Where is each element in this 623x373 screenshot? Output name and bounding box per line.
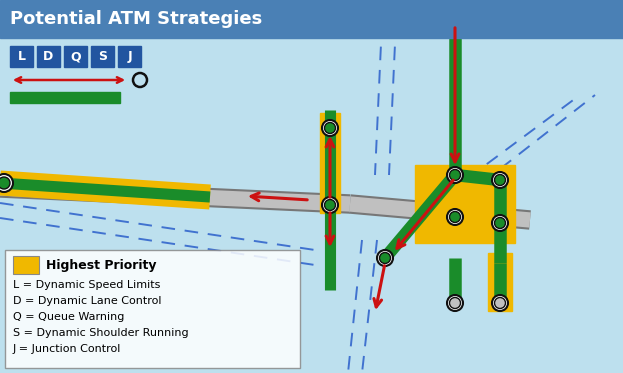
Circle shape xyxy=(447,167,463,183)
Text: L = Dynamic Speed Limits: L = Dynamic Speed Limits xyxy=(13,280,160,290)
Bar xyxy=(415,165,515,243)
Bar xyxy=(10,46,33,67)
Circle shape xyxy=(0,174,13,192)
Text: Highest Priority: Highest Priority xyxy=(46,258,156,272)
Circle shape xyxy=(322,120,338,136)
Bar xyxy=(320,113,340,213)
Bar xyxy=(118,46,141,67)
Bar xyxy=(10,92,120,103)
Circle shape xyxy=(492,215,508,231)
Bar xyxy=(0,0,623,38)
Circle shape xyxy=(325,122,336,134)
Circle shape xyxy=(495,175,505,185)
Text: Q: Q xyxy=(70,50,81,63)
Text: D: D xyxy=(44,50,54,63)
Bar xyxy=(5,250,300,368)
Circle shape xyxy=(492,172,508,188)
Circle shape xyxy=(450,211,460,223)
Text: Q = Queue Warning: Q = Queue Warning xyxy=(13,312,125,322)
Circle shape xyxy=(447,209,463,225)
Circle shape xyxy=(0,177,10,189)
Circle shape xyxy=(322,197,338,213)
Text: S: S xyxy=(98,50,107,63)
Bar xyxy=(37,46,60,67)
Bar xyxy=(91,46,114,67)
Circle shape xyxy=(450,169,460,181)
Circle shape xyxy=(495,298,505,308)
Text: L: L xyxy=(17,50,26,63)
Bar xyxy=(488,253,512,311)
Text: Potential ATM Strategies: Potential ATM Strategies xyxy=(10,10,262,28)
Circle shape xyxy=(495,217,505,229)
Circle shape xyxy=(325,200,336,210)
Text: J = Junction Control: J = Junction Control xyxy=(13,344,121,354)
Circle shape xyxy=(447,295,463,311)
Circle shape xyxy=(450,298,460,308)
Bar xyxy=(13,256,39,274)
Circle shape xyxy=(379,253,391,263)
Circle shape xyxy=(492,295,508,311)
Text: S = Dynamic Shoulder Running: S = Dynamic Shoulder Running xyxy=(13,328,189,338)
Circle shape xyxy=(377,250,393,266)
Text: J: J xyxy=(127,50,132,63)
Bar xyxy=(64,46,87,67)
Text: D = Dynamic Lane Control: D = Dynamic Lane Control xyxy=(13,296,161,306)
